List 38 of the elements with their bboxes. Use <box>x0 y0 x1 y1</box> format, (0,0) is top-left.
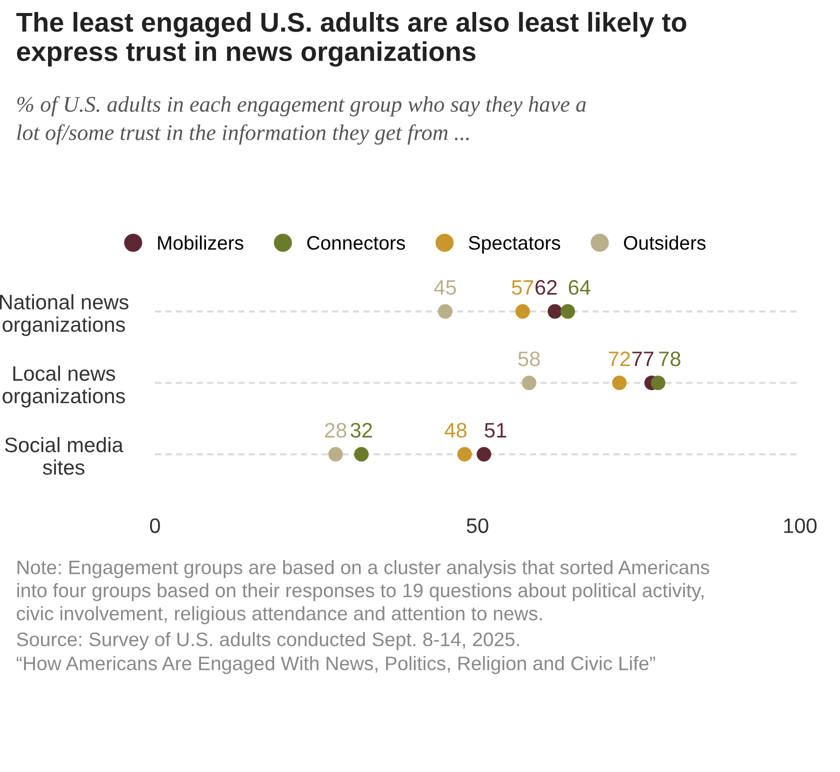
data-label: 58 <box>518 351 540 366</box>
legend-label: Connectors <box>307 236 405 250</box>
data-label: 62 <box>536 280 557 295</box>
point <box>457 447 472 462</box>
legend-label: Mobilizers <box>158 236 244 250</box>
point <box>328 447 343 462</box>
x-tick-label: 0 <box>150 518 160 534</box>
point <box>560 304 576 319</box>
point <box>522 376 536 390</box>
data-label: 48 <box>444 422 466 438</box>
point <box>438 304 453 319</box>
point <box>515 304 530 319</box>
point <box>476 447 492 462</box>
x-tick-label: 50 <box>466 518 488 534</box>
legend-label: Spectators <box>468 236 560 254</box>
data-label: 64 <box>568 280 590 295</box>
data-label: 32 <box>350 422 372 438</box>
data-label: 77 <box>632 352 654 366</box>
chart-title: The least engaged U.S. adults are also least likely to express trust in news organizations <box>16 12 686 67</box>
data-label: 57 <box>512 280 534 295</box>
y-tick-label: National news organizations <box>0 294 128 336</box>
legend-label: Outsiders <box>624 236 706 250</box>
data-label: 45 <box>434 280 456 295</box>
point <box>354 447 369 462</box>
data-label: 51 <box>484 423 506 438</box>
x-tick-label: 100 <box>784 518 817 534</box>
text: “How Americans Are Engaged With News, Politics, Religion and Civic Life” <box>16 656 656 674</box>
data-label: 28 <box>325 422 346 438</box>
data-label: 72 <box>608 351 630 366</box>
point <box>612 376 627 390</box>
text: Note: Engagement groups are based on a cluster analysis that sorted Americans into four groups based on their responses to 19 questions about political activity, civic involvement, religious attendance and attention to news. <box>16 560 710 624</box>
point <box>548 304 562 319</box>
y-tick-label: Local news organizations <box>2 366 125 408</box>
data-label: 78 <box>659 351 680 366</box>
chart-subtitle: % of U.S. adults in each engagement group who say they have a lot of/some trust in the information they get from ... <box>17 96 586 145</box>
source-note: Source: Survey of U.S. adults conducted Sept. 8-14, 2025. <box>16 632 519 650</box>
point <box>650 376 666 390</box>
y-tick-label: Social media sites <box>5 437 124 475</box>
